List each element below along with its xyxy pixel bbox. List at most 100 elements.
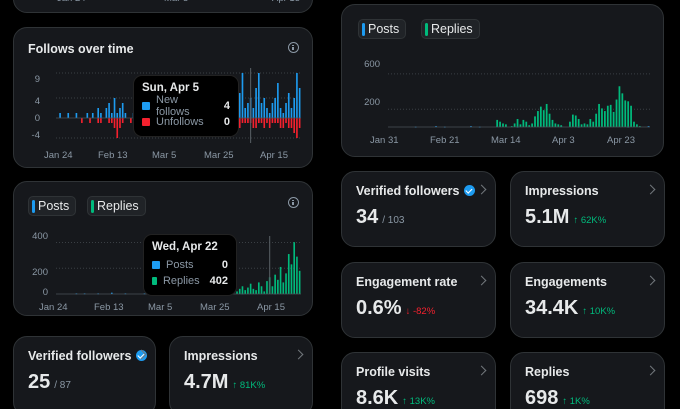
chart-bar: [244, 290, 247, 294]
chevron-right-icon[interactable]: [645, 365, 656, 376]
stat-card-engagement-rate[interactable]: Engagement rate 0.6% ↓ -82%: [341, 262, 496, 338]
chevron-right-icon[interactable]: [645, 275, 656, 286]
posts-replies-card-left[interactable]: Posts Replies 400 200 0 Jan 24 Feb 13 Ma…: [13, 181, 313, 316]
chart-bar: [595, 113, 598, 127]
chart-bar: [534, 116, 536, 127]
stat-value-text: 8.6K: [356, 387, 399, 409]
chart-bar: [618, 86, 621, 127]
chart-bar: [627, 101, 630, 127]
chart-bar: [557, 124, 560, 127]
chevron-right-icon[interactable]: [293, 349, 304, 360]
y-tick: 600: [364, 59, 380, 70]
stat-title-text: Verified followers: [356, 184, 460, 198]
x-tick: Jan 31: [370, 135, 399, 146]
chart-bar: [296, 118, 298, 138]
chart-bar: [238, 118, 241, 128]
stat-card-engagements[interactable]: Engagements 34.4K ↑ 10K%: [510, 262, 665, 338]
chart-bar: [298, 118, 301, 128]
stat-value-text: 698: [525, 387, 559, 409]
x-tick: Mar 25: [204, 150, 234, 161]
chart-bar: [236, 291, 238, 294]
stat-value-text: 34.4K: [525, 297, 579, 319]
chart-bar: [287, 254, 290, 294]
chart-bar: [537, 111, 539, 127]
stat-card-verified-followers-left[interactable]: Verified followers 25/ 87: [13, 336, 156, 409]
chart-bar: [249, 283, 252, 294]
chart-bar: [279, 266, 282, 294]
stat-card-impressions-right[interactable]: Impressions 5.1M ↑ 62K%: [510, 171, 665, 247]
x-tick: Feb 13: [94, 302, 124, 313]
chart-bar: [263, 291, 266, 294]
stat-title: Profile visits: [356, 365, 431, 379]
posts-chip[interactable]: Posts: [28, 196, 77, 216]
replies-chip[interactable]: Replies: [421, 19, 480, 39]
stat-value-text: 34: [356, 206, 379, 228]
stat-title-text: Verified followers: [28, 349, 132, 363]
stat-value: 25/ 87: [28, 371, 71, 394]
chart-bar: [260, 286, 263, 294]
stat-value: 8.6K ↑ 13K%: [356, 387, 435, 409]
posts-chart-left[interactable]: [56, 236, 301, 295]
chart-bar: [124, 113, 127, 118]
stat-title: Verified followers: [356, 184, 475, 198]
chart-bar: [522, 119, 525, 127]
verified-badge-icon: [135, 350, 147, 361]
tooltip-title: Sun, Apr 5: [142, 82, 200, 94]
y-tick: 400: [32, 231, 48, 242]
chart-bar: [119, 108, 121, 118]
chart-bar: [282, 113, 285, 118]
posts-chart-right[interactable]: [388, 65, 650, 128]
chart-bar: [274, 274, 276, 294]
chart-bar: [252, 288, 255, 294]
chart-bar: [293, 118, 296, 133]
chevron-right-icon[interactable]: [476, 365, 487, 376]
chart-bar: [554, 123, 557, 127]
stat-title: Impressions: [184, 349, 258, 363]
x-tick: Mar 5: [164, 0, 188, 4]
tooltip-value: 0: [223, 116, 230, 128]
x-tick: Mar 5: [152, 150, 177, 161]
posts-tooltip: Wed, Apr 22 Posts 0 Replies 402: [144, 235, 236, 295]
chart-bar: [244, 118, 247, 123]
chart-bar: [287, 118, 290, 128]
tooltip-label: Unfollows: [156, 116, 204, 128]
tooltip-title: Wed, Apr 22: [152, 241, 218, 253]
posts-replies-card-right[interactable]: Posts Replies 600 200 Jan 31 Feb 21 Mar …: [341, 4, 664, 157]
chart-bar: [298, 88, 301, 118]
chevron-right-icon[interactable]: [645, 184, 656, 195]
posts-chip[interactable]: Posts: [358, 19, 407, 39]
chart-bar: [633, 121, 635, 127]
chart-bar: [241, 286, 244, 294]
chip-label: Posts: [368, 22, 400, 36]
chart-bar: [241, 73, 244, 118]
stat-card-replies[interactable]: Replies 698 ↑ 1K%: [510, 352, 665, 409]
chart-bar: [539, 106, 542, 127]
follows-over-time-card[interactable]: Follows over time 9 4 0 -4 Jan 24 Feb 13…: [13, 27, 313, 168]
chart-bar: [266, 281, 268, 294]
chart-bar: [551, 119, 554, 127]
chart-bar: [601, 108, 603, 127]
y-tick: 200: [32, 267, 48, 278]
replies-chip[interactable]: Replies: [87, 196, 146, 216]
stat-value: 4.7M ↑ 81K%: [184, 371, 265, 394]
chart-bar: [296, 73, 298, 118]
stat-card-impressions-left[interactable]: Impressions 4.7M ↑ 81K%: [169, 336, 313, 409]
chevron-right-icon[interactable]: [476, 275, 487, 286]
stat-value-text: 0.6%: [356, 297, 402, 319]
y-tick: 200: [364, 97, 380, 108]
info-icon[interactable]: [288, 197, 299, 208]
chart-bar: [548, 113, 551, 127]
chart-bar: [621, 93, 624, 127]
info-icon[interactable]: [288, 42, 299, 53]
chart-bar: [59, 113, 61, 118]
stat-card-verified-followers-right[interactable]: Verified followers 34/ 103: [341, 171, 496, 247]
chart-bar: [496, 119, 499, 127]
chevron-right-icon[interactable]: [476, 184, 487, 195]
stat-card-profile-visits[interactable]: Profile visits 8.6K ↑ 13K%: [341, 352, 496, 409]
chart-bar: [67, 113, 70, 118]
chart-bar: [574, 115, 577, 127]
y-tick: 4: [34, 96, 40, 107]
chart-bar: [598, 103, 600, 127]
chart-bar: [571, 114, 574, 127]
chart-bar: [499, 121, 501, 127]
